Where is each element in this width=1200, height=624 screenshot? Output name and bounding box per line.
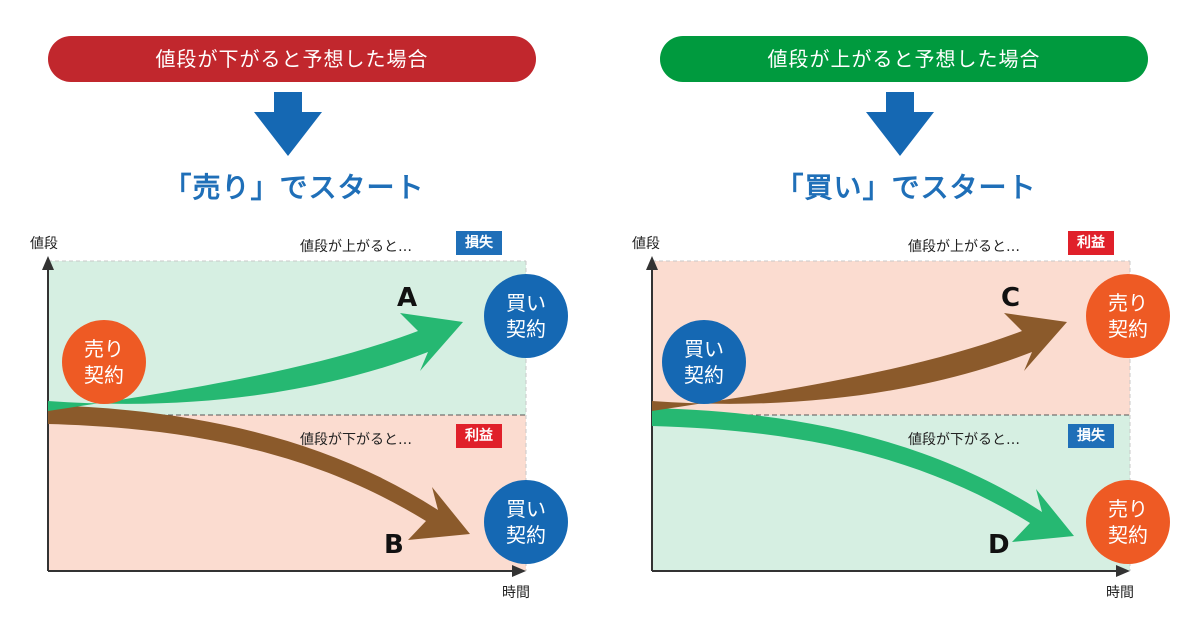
- lower-condition: 値段が下がると…: [908, 432, 1020, 448]
- arrow-c-label: C: [1001, 283, 1021, 313]
- start-title: 「売り」でスタート: [163, 171, 425, 204]
- down-arrow-icon: [866, 92, 934, 156]
- scenario-header: 値段が下がると予想した場合: [48, 36, 536, 82]
- start-title: 「買い」でスタート: [775, 171, 1037, 204]
- loss-badge: 損失: [1068, 424, 1114, 448]
- end-contract-circle-top: 売り 契約: [1086, 274, 1170, 358]
- y-axis-label: 値段: [632, 236, 660, 252]
- arrow-a-label: A: [397, 283, 418, 313]
- start-contract-circle: 買い 契約: [662, 320, 746, 404]
- end-contract-circle-bottom: 売り 契約: [1086, 480, 1170, 564]
- lower-condition: 値段が下がると…: [300, 432, 412, 448]
- lower-zone: [652, 415, 1130, 571]
- loss-badge: 損失: [456, 231, 502, 255]
- scenario-header: 値段が上がると予想した場合: [660, 36, 1148, 82]
- arrow-a: [48, 313, 463, 411]
- lower-zone: [48, 415, 526, 571]
- end-contract-circle-bottom: 買い 契約: [484, 480, 568, 564]
- sell-start-panel: 値段が下がると予想した場合 「売り」でスタート 値段 時間 値段が上がると… 損…: [30, 36, 568, 601]
- buy-start-panel: 値段が上がると予想した場合 「買い」でスタート 値段 時間 値段が上がると… 利…: [604, 0, 1200, 624]
- arrow-c: [652, 313, 1067, 411]
- profit-badge: 利益: [456, 424, 502, 448]
- arrow-b: [48, 405, 470, 540]
- upper-condition: 値段が上がると…: [300, 239, 412, 255]
- end-contract-circle-top: 買い 契約: [484, 274, 568, 358]
- y-axis-label: 値段: [30, 236, 58, 252]
- arrow-d: [652, 408, 1074, 542]
- profit-badge: 利益: [1068, 231, 1114, 255]
- down-arrow-icon: [254, 92, 322, 156]
- arrow-d-label: D: [988, 530, 1010, 560]
- x-axis-label: 時間: [502, 585, 530, 601]
- upper-condition: 値段が上がると…: [908, 239, 1020, 255]
- arrow-b-label: B: [384, 530, 404, 560]
- x-axis-label: 時間: [1106, 585, 1134, 601]
- start-contract-circle: 売り 契約: [62, 320, 146, 404]
